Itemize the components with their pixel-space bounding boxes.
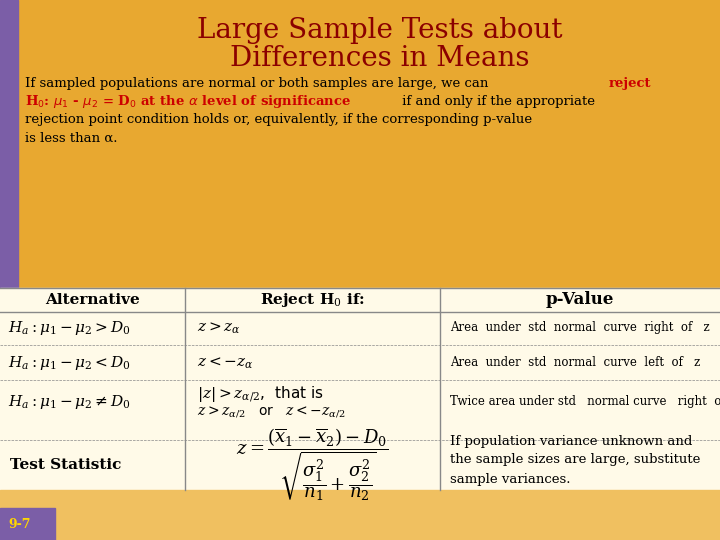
Text: $z < -z_{\alpha}$: $z < -z_{\alpha}$: [197, 355, 253, 370]
Text: Test Statistic: Test Statistic: [10, 458, 122, 472]
Text: $H_a : \mu_1 - \mu_2 > D_0$: $H_a : \mu_1 - \mu_2 > D_0$: [8, 319, 131, 337]
Text: Large Sample Tests about: Large Sample Tests about: [197, 17, 563, 44]
Bar: [0, 0, 18, 490]
Text: Alternative: Alternative: [45, 293, 140, 307]
Text: $z = \dfrac{(\overline{x}_1 - \overline{x}_2) - D_0}{\sqrt{\dfrac{\sigma_1^2}{n_: $z = \dfrac{(\overline{x}_1 - \overline{…: [236, 427, 389, 503]
Text: Twice area under std   normal curve   right  of   |z|: Twice area under std normal curve right …: [450, 395, 720, 408]
Bar: [0, 288, 720, 490]
Text: is less than α.: is less than α.: [25, 132, 117, 145]
Bar: [0, 490, 720, 540]
Text: Reject H$_0$ if:: Reject H$_0$ if:: [260, 291, 365, 309]
Bar: [0, 508, 55, 540]
Text: if and only if the appropriate: if and only if the appropriate: [398, 96, 595, 109]
Text: $z > z_{\alpha/2}$   or   $z < -z_{\alpha/2}$: $z > z_{\alpha/2}$ or $z < -z_{\alpha/2}…: [197, 404, 346, 420]
Text: $z > z_{\alpha}$: $z > z_{\alpha}$: [197, 320, 240, 336]
Text: reject: reject: [609, 78, 652, 91]
Text: rejection point condition holds or, equivalently, if the corresponding p-value: rejection point condition holds or, equi…: [25, 113, 532, 126]
Text: Area  under  std  normal  curve  left  of   z: Area under std normal curve left of z: [450, 356, 701, 369]
Text: p-Value: p-Value: [546, 292, 614, 308]
Text: If population variance unknown and
the sample sizes are large, substitute
sample: If population variance unknown and the s…: [450, 435, 701, 485]
Text: $|z| > z_{\alpha/2}$,  that is: $|z| > z_{\alpha/2}$, that is: [197, 384, 324, 404]
Text: Area  under  std  normal  curve  right  of   z: Area under std normal curve right of z: [450, 321, 710, 334]
Text: $H_a : \mu_1 - \mu_2 < D_0$: $H_a : \mu_1 - \mu_2 < D_0$: [8, 354, 131, 372]
Text: 9-7: 9-7: [8, 517, 30, 530]
Text: Differences in Means: Differences in Means: [230, 44, 530, 71]
Text: H$_0$: $\mu_1$ - $\mu_2$ = D$_0$ at the $\alpha$ level of significance: H$_0$: $\mu_1$ - $\mu_2$ = D$_0$ at the …: [25, 93, 351, 111]
Text: $H_a : \mu_1 - \mu_2 \neq D_0$: $H_a : \mu_1 - \mu_2 \neq D_0$: [8, 393, 131, 411]
Text: If sampled populations are normal or both samples are large, we can: If sampled populations are normal or bot…: [25, 78, 488, 91]
